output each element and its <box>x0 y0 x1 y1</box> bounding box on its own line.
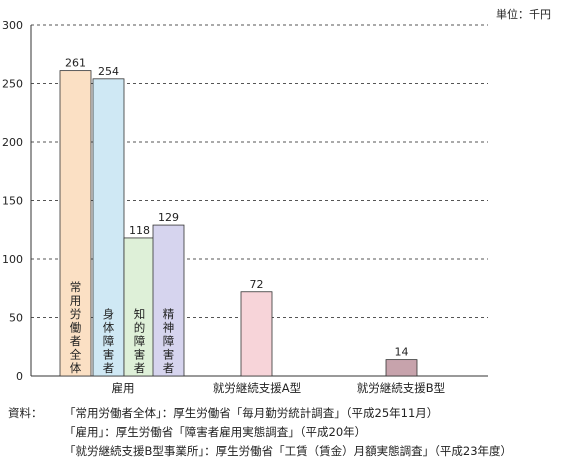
bar-label: 精神障害者 <box>163 307 175 375</box>
x-category-label: 就労継続支援B型 <box>357 381 445 395</box>
source-notes: 資料： 「常用労働者全体」：厚生労働省「毎月勤労統計調査」（平成25年11月） … <box>8 404 512 461</box>
chart-canvas: 0 50 100 150 200 250 300 261 常用労働者全体 254 身体障害者 118 知… <box>2 19 488 395</box>
bar-value-label: 254 <box>98 65 119 78</box>
source-line: 「就労継続支援B型事業所」：厚生労働省「工賃（賃金）月額実態調査」（平成23年度… <box>64 444 513 458</box>
bar-value-label: 129 <box>158 211 179 224</box>
unit-label: 単位：千円 <box>496 8 551 21</box>
bar <box>152 224 185 377</box>
source-row: 「就労継続支援B型事業所」：厚生労働省「工賃（賃金）月額実態調査」（平成23年度… <box>8 442 512 461</box>
y-tick-label: 300 <box>2 19 23 32</box>
y-tick-label: 200 <box>2 136 23 149</box>
x-category-label: 就労継続支援A型 <box>213 381 301 395</box>
bar-value-label: 14 <box>395 346 409 359</box>
y-tick-label: 250 <box>2 78 23 91</box>
source-line: 「雇用」：厚生労働省「障害者雇用実態調査」（平成20年） <box>64 425 367 439</box>
source-label: 資料： <box>8 406 43 420</box>
y-tick-label: 0 <box>16 370 23 383</box>
bar-label: 身体障害者 <box>103 307 115 375</box>
bar-chart: 0 50 100 150 200 250 300 261 常用労働者全体 254 身体障害者 118 知… <box>2 19 488 395</box>
y-tick-label: 150 <box>2 195 23 208</box>
source-line: 「常用労働者全体」：厚生労働省「毎月勤労統計調査」（平成25年11月） <box>64 406 439 420</box>
x-category-label: 雇用 <box>112 381 135 395</box>
source-row: 「雇用」：厚生労働省「障害者雇用実態調査」（平成20年） <box>8 423 512 442</box>
bar-value-label: 261 <box>65 57 86 70</box>
bar-value-label: 72 <box>250 278 264 291</box>
bar <box>59 70 92 377</box>
bar <box>385 359 418 377</box>
y-tick-label: 100 <box>2 253 23 266</box>
source-row: 資料： 「常用労働者全体」：厚生労働省「毎月勤労統計調査」（平成25年11月） <box>8 404 512 423</box>
bar-label: 常用労働者全体 <box>70 280 82 375</box>
bar-label: 知的障害者 <box>134 307 146 375</box>
y-tick-label: 50 <box>9 312 23 325</box>
bar <box>92 78 125 377</box>
bar-value-label: 118 <box>129 224 150 237</box>
bar <box>240 291 273 377</box>
